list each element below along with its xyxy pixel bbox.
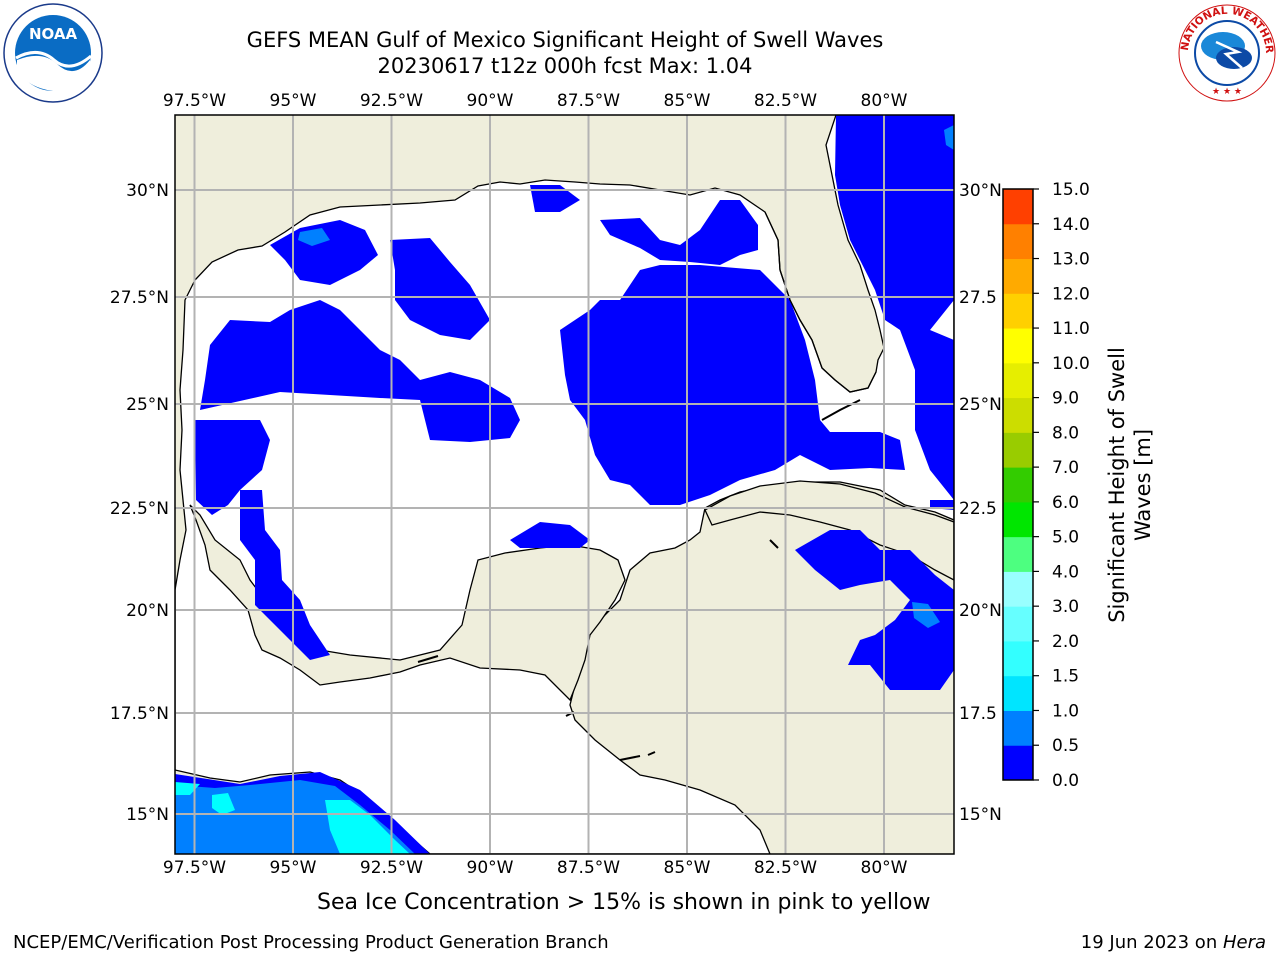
colorbar-segment — [1003, 432, 1033, 468]
title-line-1: GEFS MEAN Gulf of Mexico Significant Hei… — [246, 28, 884, 52]
colorbar-tick-label: 6.0 — [1052, 493, 1079, 513]
colorbar-tick-label: 10.0 — [1052, 354, 1090, 374]
lon-tick-top: 90°W — [467, 91, 514, 111]
date-prefix: 19 Jun 2023 on — [1080, 932, 1223, 953]
colorbar-segment — [1003, 501, 1033, 538]
colorbar-title-line-1: Significant Height of Swell — [1105, 347, 1129, 623]
colorbar-segment — [1003, 397, 1033, 433]
lon-tick-bottom: 87.5°W — [557, 858, 620, 878]
colorbar-tick-label: 1.5 — [1052, 667, 1079, 687]
colorbar-segment — [1003, 606, 1033, 642]
lat-tick-right: 27.5 — [959, 288, 997, 308]
colorbar-segment — [1003, 293, 1033, 329]
colorbar-segment — [1003, 362, 1033, 399]
lon-labels-bottom: 97.5°W 95°W 92.5°W 90°W 87.5°W 85°W 82.5… — [163, 858, 908, 878]
colorbar-tick-label: 0.0 — [1052, 771, 1079, 791]
lat-labels-right: 30°N 27.5 25°N 22.5 20°N 17.5 15°N — [959, 181, 1002, 825]
colorbar-segment — [1003, 640, 1033, 677]
lat-labels-left: 30°N 27.5°N 25°N 22.5°N 20°N 17.5°N 15°N — [110, 181, 169, 825]
lon-tick-top: 87.5°W — [557, 91, 620, 111]
colorbar-tick-label: 4.0 — [1052, 562, 1079, 582]
colorbar-segment — [1003, 223, 1033, 260]
islands — [417, 399, 861, 761]
colorbar-tick-label: 2.0 — [1052, 632, 1079, 652]
colorbar-title: Significant Height of Swell Waves [m] — [1105, 347, 1155, 623]
colorbar-tick-label: 1.0 — [1052, 701, 1079, 721]
colorbar-segment — [1003, 536, 1033, 572]
colorbar-tick-label: 15.0 — [1052, 180, 1090, 200]
lon-tick-bottom: 90°W — [467, 858, 514, 878]
colorbar-segment — [1003, 571, 1033, 607]
colorbar-segment — [1003, 467, 1033, 503]
colorbar-tick-label: 14.0 — [1052, 215, 1090, 235]
lon-tick-top: 92.5°W — [360, 91, 423, 111]
lon-tick-bottom: 82.5°W — [754, 858, 817, 878]
title-line-2: 20230617 t12z 000h fcst Max: 1.04 — [377, 54, 753, 78]
colorbar-segment — [1003, 675, 1033, 711]
lon-tick-top: 82.5°W — [754, 91, 817, 111]
florida-coast — [764, 211, 877, 393]
lat-tick-left: 25°N — [126, 395, 169, 415]
colorbar-tick-label: 7.0 — [1052, 458, 1079, 478]
lon-tick-top: 85°W — [664, 91, 711, 111]
map-frame — [174, 114, 955, 855]
lat-tick-left: 30°N — [126, 181, 169, 201]
lon-tick-top: 80°W — [861, 91, 908, 111]
colorbar-frame — [1002, 188, 1034, 781]
lon-tick-top: 97.5°W — [163, 91, 226, 111]
colorbar-title-line-2: Waves [m] — [1131, 429, 1155, 541]
lat-tick-left: 20°N — [126, 601, 169, 621]
lon-tick-bottom: 97.5°W — [163, 858, 226, 878]
lon-tick-top: 95°W — [270, 91, 317, 111]
colorbar-tick-label: 13.0 — [1052, 250, 1090, 270]
colorbar-labels: 0.0 0.5 1.0 1.5 2.0 3.0 4.0 5.0 6.0 7.0 8.0 9.0 10.0… — [1033, 180, 1090, 791]
nws-logo-icon: NATIONAL WEATHER SERVICE ★ ★ ★ — [1176, 2, 1276, 102]
colorbar — [1003, 189, 1033, 781]
lat-tick-right: 17.5 — [959, 704, 997, 724]
colorbar-tick-label: 12.0 — [1052, 284, 1090, 304]
graticule — [175, 115, 954, 854]
colorbar-segment — [1003, 258, 1033, 294]
map-area — [175, 115, 954, 854]
lat-tick-left: 22.5°N — [110, 499, 169, 519]
sea-ice-note: Sea Ice Concentration > 15% is shown in … — [317, 890, 931, 915]
colorbar-tick-label: 8.0 — [1052, 423, 1079, 443]
svg-text:★ ★ ★: ★ ★ ★ — [1212, 87, 1242, 97]
swell-field — [175, 115, 954, 854]
noaa-logo-text: NOAA — [29, 25, 78, 43]
lat-tick-left: 17.5°N — [110, 704, 169, 724]
lat-tick-right: 25°N — [959, 395, 1002, 415]
colorbar-tick-label: 5.0 — [1052, 528, 1079, 548]
lon-labels-top: 97.5°W 95°W 92.5°W 90°W 87.5°W 85°W 82.5… — [163, 91, 908, 111]
lat-tick-right: 22.5 — [959, 499, 997, 519]
date-text: 19 Jun 2023 on Hera — [1081, 932, 1266, 953]
colorbar-segment — [1003, 710, 1033, 746]
lat-tick-right: 30°N — [959, 181, 1002, 201]
lon-tick-bottom: 92.5°W — [360, 858, 423, 878]
colorbar-segment — [1003, 328, 1033, 364]
noaa-logo-icon: NOAA — [3, 3, 103, 103]
lon-tick-bottom: 80°W — [861, 858, 908, 878]
lat-tick-left: 27.5°N — [110, 288, 169, 308]
credit-text: NCEP/EMC/Verification Post Processing Pr… — [13, 932, 609, 953]
colorbar-tick-label: 0.5 — [1052, 736, 1079, 756]
colorbar-segment — [1003, 189, 1033, 225]
lat-tick-right: 15°N — [959, 805, 1002, 825]
colorbar-tick-label: 11.0 — [1052, 319, 1090, 339]
lat-tick-right: 20°N — [959, 601, 1002, 621]
lon-tick-bottom: 85°W — [664, 858, 711, 878]
lat-tick-left: 15°N — [126, 805, 169, 825]
colorbar-tick-label: 3.0 — [1052, 597, 1079, 617]
colorbar-tick-label: 9.0 — [1052, 389, 1079, 409]
colorbar-segment — [1003, 745, 1033, 781]
cuba — [704, 480, 954, 581]
date-host: Hera — [1222, 932, 1266, 953]
lon-tick-bottom: 95°W — [270, 858, 317, 878]
